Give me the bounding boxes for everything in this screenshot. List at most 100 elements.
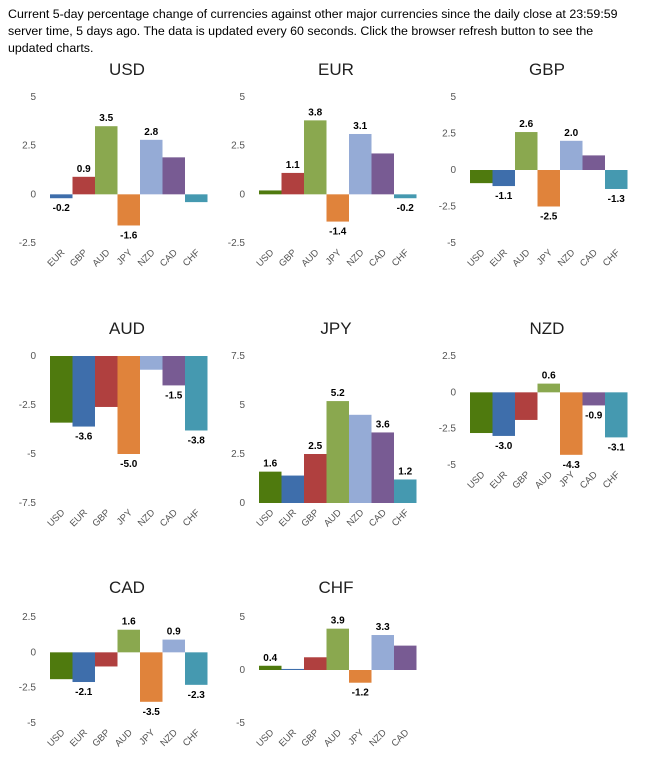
y-tick-label-cad: 2.5 [22,612,36,623]
y-tick-label-gbp: 0 [450,165,456,176]
data-label-aud-cad: -1.5 [165,390,183,401]
bar-usd-chf [185,194,208,203]
chart-title-eur: EUR [318,60,354,79]
x-tick-label-jpy-usd: USD [254,507,276,529]
bar-usd-aud [95,126,118,195]
bar-cad-chf [185,652,208,685]
bar-cad-nzd [162,639,185,653]
data-label-usd-nzd: 2.8 [144,127,158,138]
x-tick-label-eur-aud: AUD [299,247,321,269]
x-tick-label-eur-gbp: GBP [277,247,299,269]
x-tick-label-nzd-cad: CAD [578,469,600,491]
x-tick-label-jpy-nzd: NZD [345,507,367,529]
y-tick-label-cad: 0 [30,647,36,658]
x-tick-label-usd-aud: AUD [90,247,112,269]
bar-nzd-eur [492,392,515,436]
x-tick-label-eur-usd: USD [254,247,276,269]
data-label-chf-nzd: 3.3 [376,622,390,633]
bar-cad-jpy [140,652,163,702]
y-tick-label-eur: 0 [239,189,245,200]
x-tick-label-jpy-gbp: GBP [299,507,321,529]
bar-gbp-nzd [560,140,583,170]
x-tick-label-cad-chf: CHF [181,727,203,749]
x-tick-label-nzd-usd: USD [465,469,487,491]
bar-chf-cad [394,645,417,670]
data-label-cad-jpy: -3.5 [143,707,161,718]
intro-text: Current 5-day percentage change of curre… [8,7,618,55]
bar-chf-usd [259,665,282,670]
x-tick-label-cad-aud: AUD [113,727,135,749]
data-label-eur-gbp: 1.1 [286,160,300,171]
x-tick-label-usd-nzd: NZD [136,247,158,269]
data-label-cad-eur: -2.1 [75,687,93,698]
bar-cad-eur [72,652,95,683]
bar-usd-cad [162,157,185,195]
y-tick-label-aud: 0 [30,351,36,362]
data-label-nzd-jpy: -4.3 [563,460,581,471]
data-label-gbp-eur: -1.1 [495,191,513,202]
data-label-cad-nzd: 0.9 [167,627,181,638]
data-label-jpy-gbp: 2.5 [308,441,322,452]
x-tick-label-jpy-aud: AUD [322,507,344,529]
chart-title-gbp: GBP [529,60,565,79]
x-tick-label-aud-cad: CAD [158,507,180,529]
data-label-eur-jpy: -1.4 [329,227,347,238]
x-tick-label-jpy-chf: CHF [390,507,412,529]
chart-title-nzd: NZD [530,319,565,338]
bar-jpy-usd [259,471,282,503]
x-tick-label-usd-jpy: JPY [115,247,136,268]
data-label-aud-eur: -3.6 [75,432,93,443]
x-tick-label-cad-jpy: JPY [137,727,158,748]
x-tick-label-aud-jpy: JPY [115,507,136,528]
y-tick-label-jpy: 5 [239,400,245,411]
bar-chf-aud [326,628,349,670]
x-tick-label-eur-nzd: NZD [345,247,367,269]
x-tick-label-gbp-chf: CHF [601,247,623,269]
y-tick-label-nzd: 2.5 [442,351,456,362]
data-label-aud-chf: -3.8 [188,435,206,446]
y-tick-label-chf: 0 [239,665,245,676]
x-tick-label-nzd-eur: EUR [488,469,510,491]
data-label-eur-aud: 3.8 [308,107,322,118]
data-label-usd-gbp: 0.9 [77,164,91,175]
data-label-gbp-chf: -1.3 [608,194,626,205]
x-tick-label-nzd-jpy: JPY [557,469,578,490]
y-tick-label-chf: -5 [236,718,245,729]
bar-chf-eur [281,668,304,670]
y-tick-label-aud: -7.5 [19,498,37,509]
bar-aud-jpy [117,356,140,454]
bar-nzd-cad [582,392,605,406]
bar-cad-gbp [95,652,118,667]
bar-jpy-cad [371,432,394,503]
x-tick-label-jpy-eur: EUR [277,507,299,529]
x-tick-label-aud-chf: CHF [181,507,203,529]
bar-usd-nzd [140,139,163,195]
data-label-nzd-cad: -0.9 [585,410,603,421]
bar-nzd-chf [605,392,628,438]
y-tick-label-usd: -2.5 [19,238,37,249]
data-label-nzd-chf: -3.1 [608,442,626,453]
chart-title-chf: CHF [319,578,354,597]
y-tick-label-gbp: -2.5 [439,202,457,213]
data-label-chf-aud: 3.9 [331,616,345,627]
y-tick-label-jpy: 2.5 [231,449,245,460]
x-tick-label-aud-nzd: NZD [136,507,158,529]
x-tick-label-chf-nzd: NZD [367,727,389,749]
x-tick-label-usd-eur: EUR [45,247,67,269]
bar-aud-eur [72,356,95,427]
data-label-jpy-cad: 3.6 [376,419,390,430]
x-tick-label-gbp-usd: USD [465,247,487,269]
x-tick-label-nzd-aud: AUD [533,469,555,491]
bar-gbp-usd [470,170,493,184]
bar-jpy-chf [394,479,417,503]
bar-gbp-chf [605,170,628,189]
x-tick-label-gbp-cad: CAD [578,247,600,269]
data-label-nzd-aud: 0.6 [542,371,556,382]
bar-aud-gbp [95,356,118,407]
bar-jpy-nzd [349,414,372,503]
x-tick-label-usd-cad: CAD [158,247,180,269]
bar-eur-gbp [281,172,304,195]
x-tick-label-cad-usd: USD [45,727,67,749]
chart-title-aud: AUD [109,319,145,338]
data-label-aud-jpy: -5.0 [120,459,138,470]
